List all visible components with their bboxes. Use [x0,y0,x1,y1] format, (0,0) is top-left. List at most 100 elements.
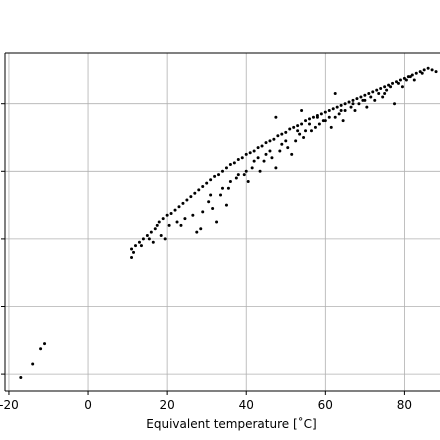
data-point-0-13 [157,220,161,224]
data-point-0-164 [308,122,311,126]
data-point-0-82 [430,68,434,72]
data-point-0-166 [327,115,331,119]
data-point-0-12 [155,223,159,227]
data-point-0-111 [298,132,302,136]
data-point-0-19 [181,201,185,205]
data-point-0-117 [329,125,333,129]
data-point-0-86 [147,237,151,241]
data-point-0-52 [311,115,315,119]
data-point-0-128 [377,92,381,96]
data-point-0-147 [209,193,213,197]
data-point-0-10 [149,230,153,234]
data-point-0-148 [221,186,224,190]
data-point-0-113 [309,129,313,133]
data-point-0-104 [262,159,266,163]
data-point-0-36 [248,151,252,155]
data-point-0-46 [288,127,292,131]
data-point-0-43 [276,134,280,138]
data-point-0-1 [31,362,35,366]
data-point-0-17 [173,208,177,212]
data-point-0-156 [343,108,347,112]
data-point-0-33 [236,157,240,161]
data-point-0-142 [224,203,228,207]
data-point-0-87 [151,240,155,244]
data-point-0-79 [418,70,422,74]
data-point-0-50 [304,119,308,123]
data-point-0-6 [132,250,136,254]
data-point-0-134 [400,85,404,89]
data-point-0-51 [308,117,311,121]
data-point-0-61 [347,100,351,104]
data-point-0-96 [215,220,219,224]
data-point-0-28 [217,173,221,177]
data-point-0-121 [349,105,353,109]
data-point-0-97 [219,193,223,197]
data-point-0-118 [333,115,337,119]
data-point-0-47 [292,125,296,129]
x-tick-label-0: -20 [0,398,19,412]
data-point-0-49 [300,122,304,126]
data-point-0-54 [319,112,323,116]
data-point-0-73 [395,80,398,84]
data-point-0-138 [420,71,424,75]
data-point-0-90 [175,220,179,224]
data-point-0-110 [294,139,298,143]
data-point-0-120 [341,119,345,123]
data-point-0-103 [258,169,262,173]
x-tick-label-1: 0 [84,398,92,412]
data-point-0-107 [278,149,282,153]
data-point-0-89 [167,223,171,227]
data-point-0-20 [185,198,189,202]
data-point-0-112 [302,136,306,139]
data-point-0-62 [351,98,355,102]
data-point-0-140 [274,115,278,119]
data-point-0-14 [161,217,165,221]
data-point-0-41 [268,139,272,143]
data-point-0-65 [363,93,367,97]
data-point-0-8 [141,237,145,241]
data-point-0-15 [165,213,169,217]
data-point-0-99 [234,176,238,180]
data-point-0-60 [343,102,347,106]
x-tick-label-3: 40 [239,398,254,412]
data-point-0-105 [270,156,274,160]
data-point-0-24 [201,185,205,189]
data-point-0-141 [300,108,304,112]
data-point-0-126 [369,95,373,99]
data-point-0-81 [426,66,430,70]
data-point-0-155 [323,119,327,123]
data-point-0-167 [339,108,343,112]
data-point-0-83 [434,70,438,74]
data-point-0-93 [199,227,203,231]
data-point-0-56 [327,108,331,112]
data-point-0-145 [179,223,183,227]
data-point-0-0 [19,375,23,379]
data-point-0-40 [264,141,268,145]
data-point-0-75 [402,76,406,80]
data-point-0-85 [139,244,143,248]
data-point-0-88 [159,234,163,238]
x-axis-title: Equivalent temperature [˚C] [146,416,316,431]
data-point-0-102 [250,166,254,170]
data-point-0-55 [323,110,327,114]
data-point-0-125 [365,105,369,109]
data-point-0-146 [201,210,205,214]
data-point-0-80 [422,68,426,72]
data-point-0-84 [130,255,134,259]
data-point-0-161 [268,149,272,153]
data-point-0-132 [393,102,397,106]
data-point-0-26 [209,178,213,182]
data-point-0-7 [137,240,141,244]
data-point-0-92 [191,213,195,217]
data-point-0-9 [145,234,149,238]
data-point-0-119 [337,112,341,116]
data-point-0-16 [169,212,173,216]
data-point-0-21 [189,195,193,199]
data-point-0-45 [284,130,288,134]
data-point-0-70 [383,85,387,89]
data-point-0-139 [333,92,337,96]
data-point-0-123 [357,102,361,106]
data-point-0-91 [183,217,187,221]
data-point-0-23 [197,188,201,192]
